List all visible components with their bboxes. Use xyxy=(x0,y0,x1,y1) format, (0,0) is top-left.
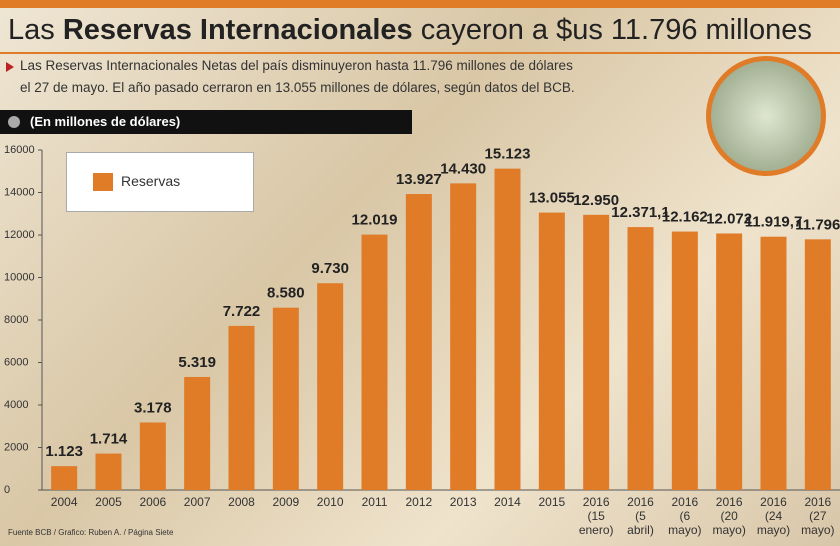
value-label: 9.730 xyxy=(311,260,349,277)
x-tick-label: 2016 (20 mayo) xyxy=(712,495,746,537)
value-label: 12.072 xyxy=(706,210,752,227)
value-label: 12.950 xyxy=(573,192,619,209)
value-label: 8.580 xyxy=(267,285,305,302)
bar xyxy=(51,466,78,490)
bar xyxy=(317,283,344,490)
y-tick-label: 6000 xyxy=(4,356,28,368)
x-tick-label: 2016 (15 enero) xyxy=(578,495,614,537)
bar xyxy=(494,168,521,491)
bar xyxy=(716,233,743,490)
bar xyxy=(184,376,211,490)
bar xyxy=(671,231,698,490)
value-label: 15.123 xyxy=(485,146,531,163)
bar xyxy=(583,214,610,490)
x-tick-label: 2012 xyxy=(405,495,433,509)
value-label: 1.123 xyxy=(45,443,83,460)
bar xyxy=(228,325,255,490)
y-tick-label: 8000 xyxy=(4,314,28,326)
dot xyxy=(8,116,20,128)
title-part: cayeron a $us 11.796 millones xyxy=(412,14,812,46)
x-tick-label: 2010 xyxy=(316,495,344,509)
title-part: Reservas Internacionales xyxy=(62,14,413,46)
title-part: Las xyxy=(8,14,63,46)
bar xyxy=(804,239,831,490)
x-tick-label: 2016 (24 mayo) xyxy=(756,495,791,537)
value-label: 11.919,7 xyxy=(745,214,803,231)
x-tick-label: 2016 (27 mayo) xyxy=(801,495,835,537)
x-tick-label: 2004 xyxy=(50,495,78,509)
subtitle: Las Reservas Internacionales Netas del p… xyxy=(20,58,573,73)
bar xyxy=(760,236,787,490)
value-label: 1.714 xyxy=(90,431,128,448)
x-tick-label: 2014 xyxy=(494,495,521,509)
x-tick-label: 2008 xyxy=(228,495,255,509)
value-label: 12.371,1 xyxy=(611,204,669,221)
y-tick-label: 0 xyxy=(4,484,10,496)
source: Fuente BCB / Grafico: Ruben A. / Página … xyxy=(8,528,174,537)
y-tick-label: 12000 xyxy=(4,229,35,241)
value-label: 3.178 xyxy=(134,399,172,416)
x-tick-label: 2009 xyxy=(272,495,300,509)
x-tick-label: 2016 (5 abril) xyxy=(627,495,654,537)
x-tick-label: 2007 xyxy=(183,495,211,509)
y-tick-label: 4000 xyxy=(4,399,28,411)
bullet xyxy=(6,62,14,72)
legend-swatch xyxy=(93,173,113,191)
bar xyxy=(627,227,654,490)
bar xyxy=(361,234,388,490)
y-tick-label: 2000 xyxy=(4,441,28,453)
value-label: 13.927 xyxy=(396,171,442,188)
top-band xyxy=(0,0,840,8)
value-label: 5.319 xyxy=(178,354,216,371)
x-tick-label: 2011 xyxy=(361,495,388,509)
value-label: 12.019 xyxy=(352,212,398,229)
x-tick-label: 2005 xyxy=(95,495,122,509)
x-tick-label: 2013 xyxy=(449,495,477,509)
title: Las Reservas Internacionales cayeron a $… xyxy=(8,14,812,47)
value-label: 12.162 xyxy=(662,209,708,226)
legend: Reservas xyxy=(66,152,254,212)
subtitle: el 27 de mayo. El año pasado cerraron en… xyxy=(20,80,575,95)
bar xyxy=(95,453,122,490)
unit-note: (En millones de dólares) xyxy=(0,110,412,134)
x-tick-label: 2006 xyxy=(139,495,167,509)
bar xyxy=(450,183,477,491)
x-tick-label: 2015 xyxy=(538,495,566,509)
bar xyxy=(405,194,432,490)
y-tick-label: 14000 xyxy=(4,186,35,198)
value-label: 13.055 xyxy=(529,190,575,207)
value-label: 14.430 xyxy=(440,160,486,177)
unit-text: (En millones de dólares) xyxy=(30,114,181,129)
rule xyxy=(0,52,840,54)
y-tick-label: 16000 xyxy=(4,144,35,156)
y-tick-label: 10000 xyxy=(4,271,35,283)
x-tick-label: 2016 (6 mayo) xyxy=(668,495,702,537)
bar xyxy=(538,212,565,491)
legend-label: Reservas xyxy=(121,173,181,189)
bar xyxy=(272,307,299,490)
bar xyxy=(139,422,166,490)
money-icon xyxy=(706,56,826,176)
value-label: 11.796 xyxy=(795,216,840,233)
value-label: 7.722 xyxy=(223,303,261,320)
